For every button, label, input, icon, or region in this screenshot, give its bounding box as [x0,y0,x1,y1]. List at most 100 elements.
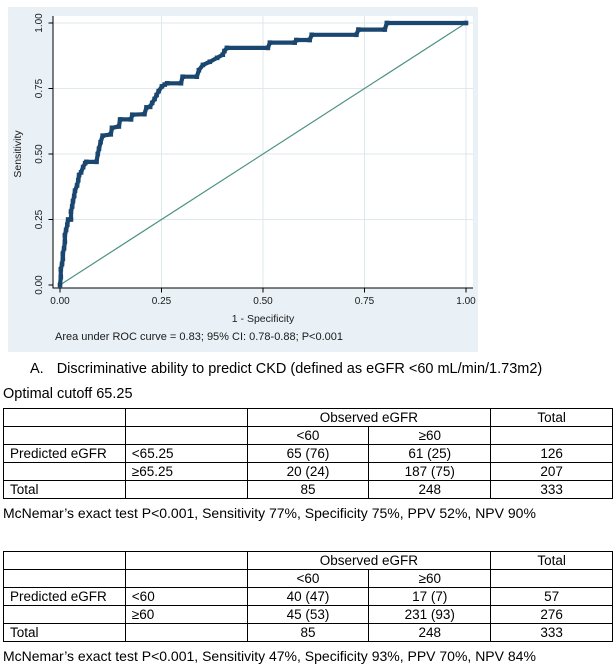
cell-value: 333 [490,480,613,499]
roc-curve-marker [142,111,147,117]
roc-curve-marker [69,204,75,209]
roc-curve-marker [354,32,359,38]
empty-cell [3,551,126,570]
roc-curve-marker [159,84,165,89]
table-row: Observed eGFR Total [3,408,613,427]
roc-curve-marker [63,227,69,233]
roc-curve-marker [109,125,115,131]
axis-lines [52,16,473,289]
roc-curve-marker [129,112,135,117]
table-row: Total 85 248 333 [3,623,613,642]
cutoff-label: ≥60 [124,605,248,624]
table-row: <60 ≥60 [3,569,613,588]
roc-curve-marker [178,80,184,86]
roc-curve-marker [164,80,170,86]
roc-curve-marker [180,74,185,80]
empty-cell [124,623,248,642]
roc-curve-marker [152,96,157,102]
col-header-lt60: <60 [246,426,370,445]
row-label [3,605,126,624]
cutoff-label: <60 [124,587,248,606]
cell-value: 333 [490,623,613,642]
roc-curve-marker [58,274,64,280]
total-header: Total [490,551,613,570]
roc-curve-marker [58,266,64,272]
roc-curve-marker [116,124,122,129]
table-row: Observed eGFR Total [3,551,613,570]
empty-cell [124,480,248,499]
roc-chart: 0.00 0.00 0.25 0.25 0.50 0.50 0.75 0.75 1.00 1.00… [8,7,478,352]
confusion-table-2: Observed eGFR Total <60 ≥60 Predicted eG… [3,551,613,642]
roc-curve-marker [84,159,89,165]
cell-value: 231 (93) [368,605,492,624]
empty-cell [124,426,248,445]
cutoff-label: ≥65.25 [124,462,248,481]
empty-cell [3,408,126,427]
roc-curve-marker [94,159,99,165]
mcnemar-note-2: McNemar’s exact test P<0.001, Sensitivit… [3,648,536,664]
table-row: ≥60 45 (53) 231 (93) 276 [3,605,613,624]
roc-curve-marker [74,183,80,188]
cell-value: 248 [368,623,492,642]
cell-value: 85 [246,480,370,499]
roc-curve-marker [144,105,149,110]
roc-curve-marker [128,117,134,122]
y-tick-label: 0.25 [34,209,45,229]
total-header: Total [490,408,613,427]
row-label: Total [3,623,126,642]
table-row: Predicted eGFR <65.25 65 (76) 61 (25) 12… [3,444,613,463]
roc-curve-marker [76,172,82,178]
figure-caption: A. Discriminative ability to predict CKD … [30,361,542,377]
roc-curve-marker [200,62,206,68]
row-label: Predicted eGFR [3,587,126,606]
table-row: ≥65.25 20 (24) 187 (75) 207 [3,462,613,481]
roc-curve-marker [196,67,202,73]
table-row: Total 85 248 333 [3,480,613,499]
cell-value: 248 [368,480,492,499]
x-tick-label: 0.25 [152,296,172,307]
y-tick-label: 0.75 [34,78,45,98]
roc-curve-marker [147,104,153,110]
y-tick-label: 1.00 [34,13,45,33]
x-tick-label: 0.50 [253,296,273,307]
roc-curve-marker [78,170,84,175]
empty-cell [124,569,248,588]
cell-value: 126 [490,444,613,463]
table-row: Predicted eGFR <60 40 (47) 17 (7) 57 [3,587,613,606]
empty-cell [490,569,613,588]
roc-curve-marker [75,177,81,183]
col-header-ge60: ≥60 [368,569,492,588]
roc-curve-marker [80,164,86,170]
roc-curve-marker [214,55,220,61]
cell-value: 45 (53) [246,605,370,624]
roc-curve-marker [95,151,101,157]
observed-header: Observed eGFR [246,551,492,570]
roc-curve-marker [98,139,103,145]
roc-curve-marker [71,193,77,199]
cell-value: 40 (47) [246,587,370,606]
x-axis-title: 1 - Specificity [232,313,295,325]
roc-curve-marker [265,45,271,51]
roc-curve-marker [207,59,213,65]
roc-curve-marker [382,27,388,32]
roc-curve-marker [162,82,168,87]
y-axis-title: Sensitivity [12,130,24,178]
roc-curve-marker [220,52,226,58]
mcnemar-note-1: McNemar’s exact test P<0.001, Sensitivit… [3,505,536,521]
cell-value: 85 [246,623,370,642]
row-label [3,462,126,481]
roc-curve-marker [65,222,70,228]
roc-curve-marker [149,100,155,106]
roc-curve-marker [463,20,469,26]
cutoff-heading: Optimal cutoff 65.25 [3,386,133,402]
roc-curve-marker [117,117,123,122]
roc-curve-marker [222,48,227,54]
y-tick-label: 0.00 [34,275,45,295]
cell-value: 20 (24) [246,462,370,481]
roc-curve-marker [267,40,273,45]
roc-curve-marker [309,32,315,38]
observed-header: Observed eGFR [246,408,492,427]
roc-curve-marker [154,92,159,98]
x-tick-label: 0.00 [50,296,70,307]
